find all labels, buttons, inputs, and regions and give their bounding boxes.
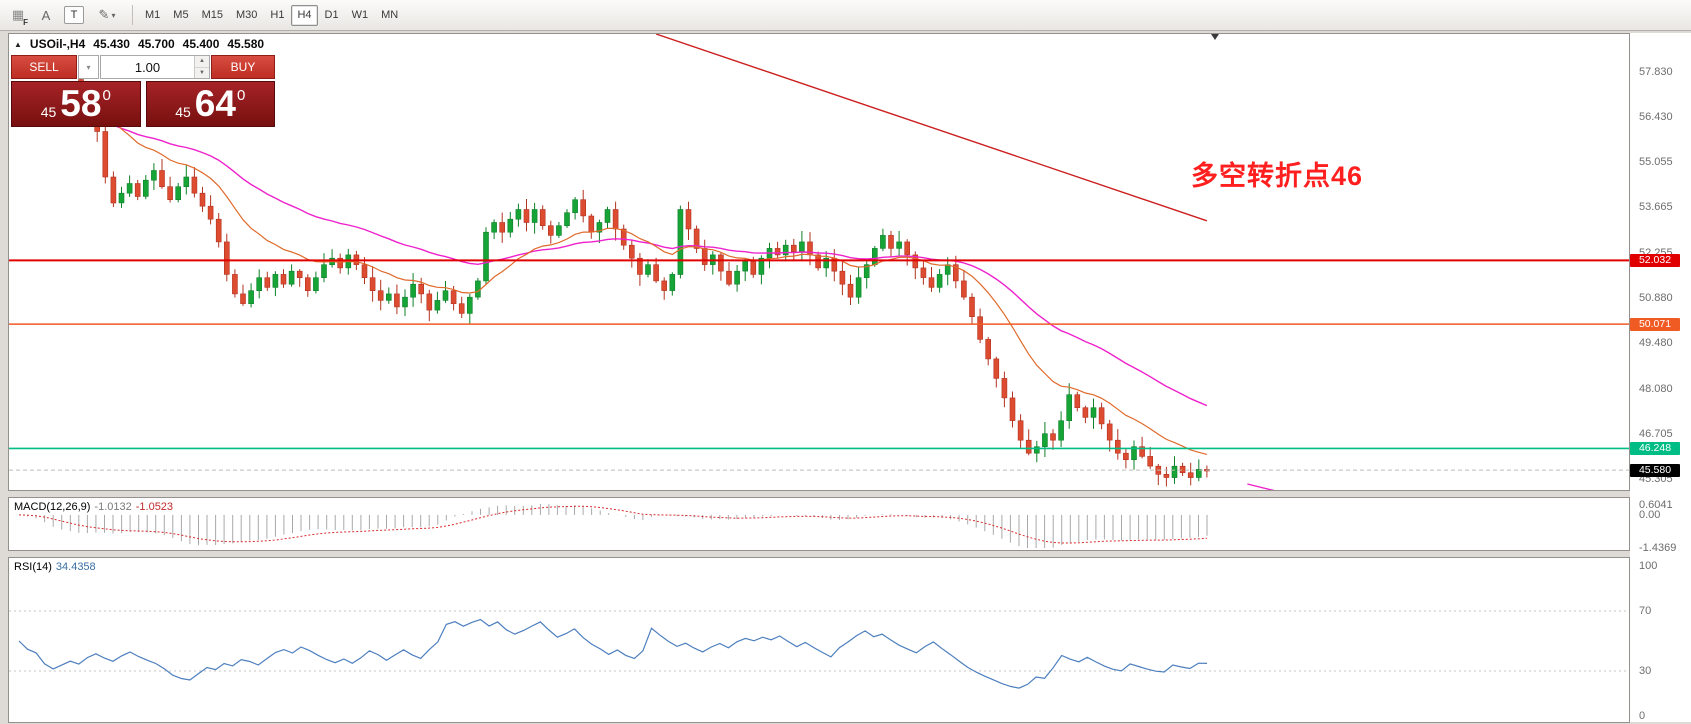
buy-price-whole: 45 [175, 104, 191, 120]
timeframe-button-M30[interactable]: M30 [235, 9, 258, 21]
arrow-text-tool-icon[interactable]: A [41, 7, 51, 23]
sell-price-display[interactable]: 45 58 0 [11, 81, 141, 127]
timeframe-group: M1 M5 M15 M30 H1 H4 D1 W1 MN [139, 4, 404, 26]
sell-price-pips: 58 [60, 83, 102, 125]
candlestick-chart [9, 34, 1629, 490]
text-label-tool-icon[interactable]: T [64, 6, 84, 24]
rsi-chart [9, 610, 1629, 689]
toolbar: ▦ F A T ✎ ▾ M1 M5 M15 M30 H1 H4 D1 W1 MN [0, 0, 1691, 31]
macd-panel[interactable]: MACD(12,26,9) -1.0132 -1.0523 [8, 497, 1630, 551]
axis-tick: 56.430 [1639, 111, 1673, 123]
rsi-axis-tick: 30 [1639, 665, 1652, 677]
objects-grid-icon[interactable]: ▦ F [5, 4, 31, 27]
rsi-name: RSI(14) [14, 561, 52, 573]
rsi-panel[interactable]: RSI(14) 34.4358 [8, 557, 1630, 723]
symbol-period-label: USOil-,H4 [29, 37, 86, 51]
ohlc-low: 45.400 [182, 37, 220, 51]
chart-annotation-text: 多空转折点46 [1191, 161, 1364, 191]
buy-button[interactable]: BUY [211, 55, 275, 79]
macd-axis-tick: 0.6041 [1639, 499, 1673, 511]
price-level-badge: 46.248 [1630, 442, 1680, 455]
axis-tick: 48.080 [1639, 383, 1673, 395]
sell-button[interactable]: SELL [11, 55, 77, 79]
draw-tool-button[interactable]: ✎ ▾ [89, 4, 125, 27]
timeframe-button-M15[interactable]: M15 [201, 9, 223, 21]
volume-increase-button[interactable]: ▲ [195, 56, 209, 68]
toolbar-separator [132, 5, 133, 25]
buy-price-point: 0 [236, 87, 246, 104]
timeframe-button-M5[interactable]: M5 [173, 9, 189, 21]
price-level-badge: 50.071 [1630, 318, 1680, 331]
grid-icon-sub-label: F [23, 17, 28, 27]
volume-field: ▲ ▼ [100, 55, 210, 79]
macd-axis-tick: -1.4369 [1639, 542, 1677, 554]
timeframe-button-MN[interactable]: MN [381, 9, 399, 21]
timeframe-button-D1[interactable]: D1 [324, 9, 339, 21]
main-chart-panel[interactable]: ▲ USOil-,H4 45.430 45.700 45.400 45.580 … [8, 33, 1630, 491]
chart-workspace: ▲ USOil-,H4 45.430 45.700 45.400 45.580 … [0, 31, 1691, 724]
volume-dropdown-button[interactable]: ▾ [78, 55, 99, 79]
axis-tick: 55.055 [1639, 156, 1673, 168]
rsi-axis-tick: 0 [1639, 710, 1646, 722]
buy-price-pips: 64 [194, 83, 236, 125]
rsi-axis-tick: 70 [1639, 605, 1652, 617]
axis-tick: 46.705 [1639, 428, 1673, 440]
price-level-badge: 52.032 [1630, 254, 1680, 267]
price-level-badge: 45.580 [1630, 464, 1680, 477]
chart-header: ▲ USOil-,H4 45.430 45.700 45.400 45.580 [14, 37, 264, 51]
axis-tick: 57.830 [1639, 66, 1673, 78]
sell-price-whole: 45 [40, 104, 57, 120]
macd-main-value: -1.0132 [94, 501, 132, 513]
volume-decrease-button[interactable]: ▼ [195, 67, 209, 78]
axis-tick: 50.880 [1639, 292, 1673, 304]
pencil-icon: ✎ [98, 7, 110, 22]
chevron-down-icon: ▾ [111, 10, 116, 20]
axis-tick: 53.665 [1639, 201, 1673, 213]
timeframe-button-H4[interactable]: H4 [291, 4, 318, 26]
volume-input[interactable] [101, 56, 209, 78]
grid-icon: ▦ [11, 7, 25, 22]
ohlc-open: 45.430 [93, 37, 130, 51]
macd-chart [18, 504, 1208, 548]
timeframe-button-M1[interactable]: M1 [145, 9, 161, 21]
one-click-toggle-icon[interactable]: ▲ [14, 39, 22, 49]
ohlc-close: 45.580 [227, 37, 265, 51]
price-axis: 57.830 56.430 55.055 53.665 52.255 50.880 49.4… [1630, 33, 1691, 722]
rsi-label: RSI(14) 34.4358 [14, 561, 96, 573]
rsi-value: 34.4358 [55, 561, 96, 573]
timeframe-button-H1[interactable]: H1 [270, 9, 285, 21]
buy-price-display[interactable]: 45 64 0 [145, 81, 275, 127]
chevron-down-icon: ▾ [86, 62, 91, 72]
volume-stepper: ▲ ▼ [194, 56, 209, 78]
macd-signal-value: -1.0523 [135, 501, 174, 513]
rsi-axis-tick: 100 [1639, 560, 1658, 572]
ohlc-high: 45.700 [137, 37, 175, 51]
macd-axis-tick: 0.00 [1639, 509, 1661, 521]
macd-label: MACD(12,26,9) -1.0132 -1.0523 [14, 501, 173, 513]
axis-tick: 49.480 [1639, 337, 1673, 349]
sell-price-point: 0 [102, 87, 111, 104]
macd-name: MACD(12,26,9) [14, 501, 91, 513]
timeframe-button-W1[interactable]: W1 [351, 9, 369, 21]
